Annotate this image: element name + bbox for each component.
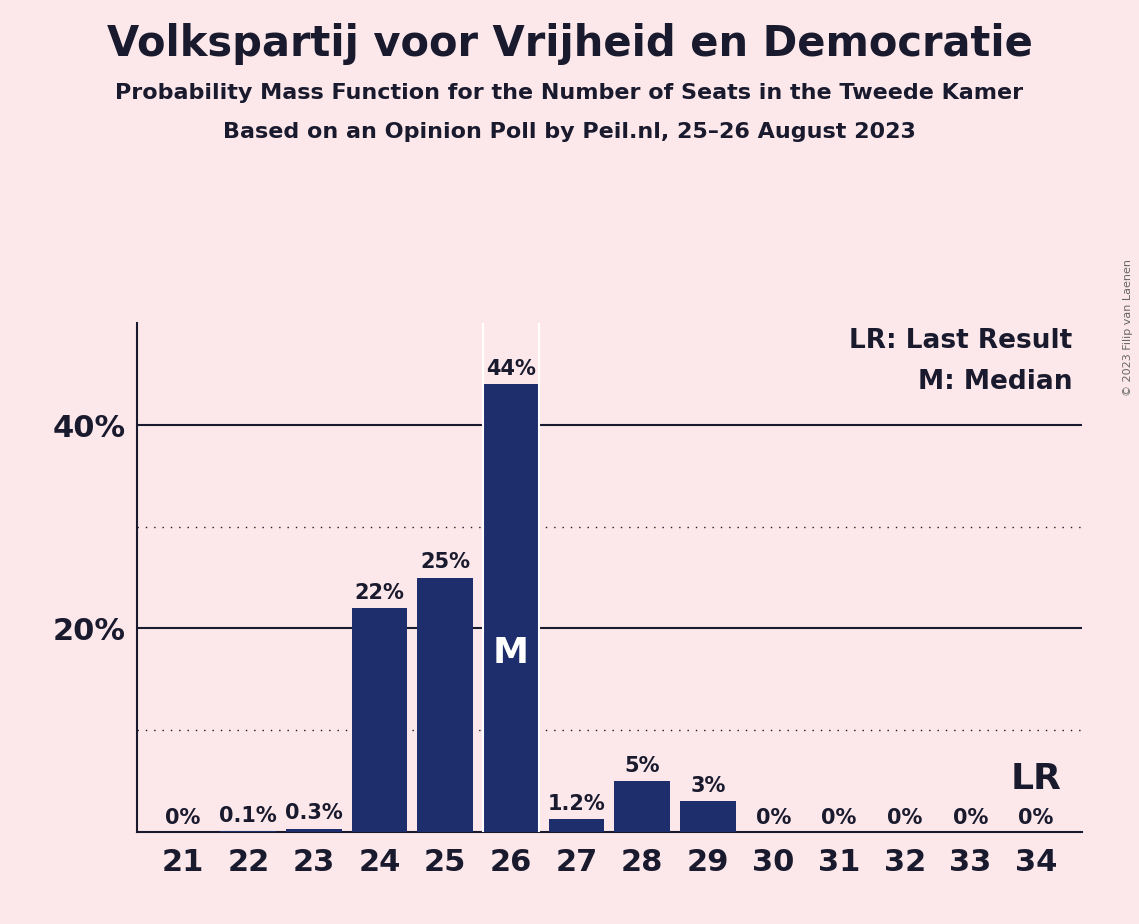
- Text: 0%: 0%: [1018, 808, 1054, 828]
- Bar: [483, 384, 539, 832]
- Text: 0.3%: 0.3%: [285, 804, 343, 823]
- Text: Volkspartij voor Vrijheid en Democratie: Volkspartij voor Vrijheid en Democratie: [107, 23, 1032, 65]
- Bar: [352, 608, 408, 832]
- Text: Probability Mass Function for the Number of Seats in the Tweede Kamer: Probability Mass Function for the Number…: [115, 83, 1024, 103]
- Text: M: Median: M: Median: [918, 369, 1072, 395]
- Text: 0.1%: 0.1%: [220, 806, 277, 825]
- Text: 0%: 0%: [887, 808, 923, 828]
- Bar: [286, 829, 342, 832]
- Text: 0%: 0%: [821, 808, 857, 828]
- Text: 44%: 44%: [486, 359, 535, 379]
- Text: 5%: 5%: [624, 756, 659, 775]
- Text: 0%: 0%: [756, 808, 792, 828]
- Text: M: M: [493, 636, 528, 670]
- Bar: [680, 801, 736, 832]
- Bar: [220, 831, 276, 832]
- Bar: [549, 820, 605, 832]
- Text: 0%: 0%: [952, 808, 989, 828]
- Text: 0%: 0%: [165, 808, 200, 828]
- Text: LR: LR: [1010, 762, 1062, 796]
- Text: 25%: 25%: [420, 553, 470, 572]
- Text: 3%: 3%: [690, 776, 726, 796]
- Text: 22%: 22%: [354, 583, 404, 602]
- Bar: [614, 781, 670, 832]
- Text: Based on an Opinion Poll by Peil.nl, 25–26 August 2023: Based on an Opinion Poll by Peil.nl, 25–…: [223, 122, 916, 142]
- Text: © 2023 Filip van Laenen: © 2023 Filip van Laenen: [1123, 259, 1133, 395]
- Text: 1.2%: 1.2%: [548, 795, 606, 814]
- Text: LR: Last Result: LR: Last Result: [849, 328, 1072, 355]
- Bar: [417, 578, 473, 832]
